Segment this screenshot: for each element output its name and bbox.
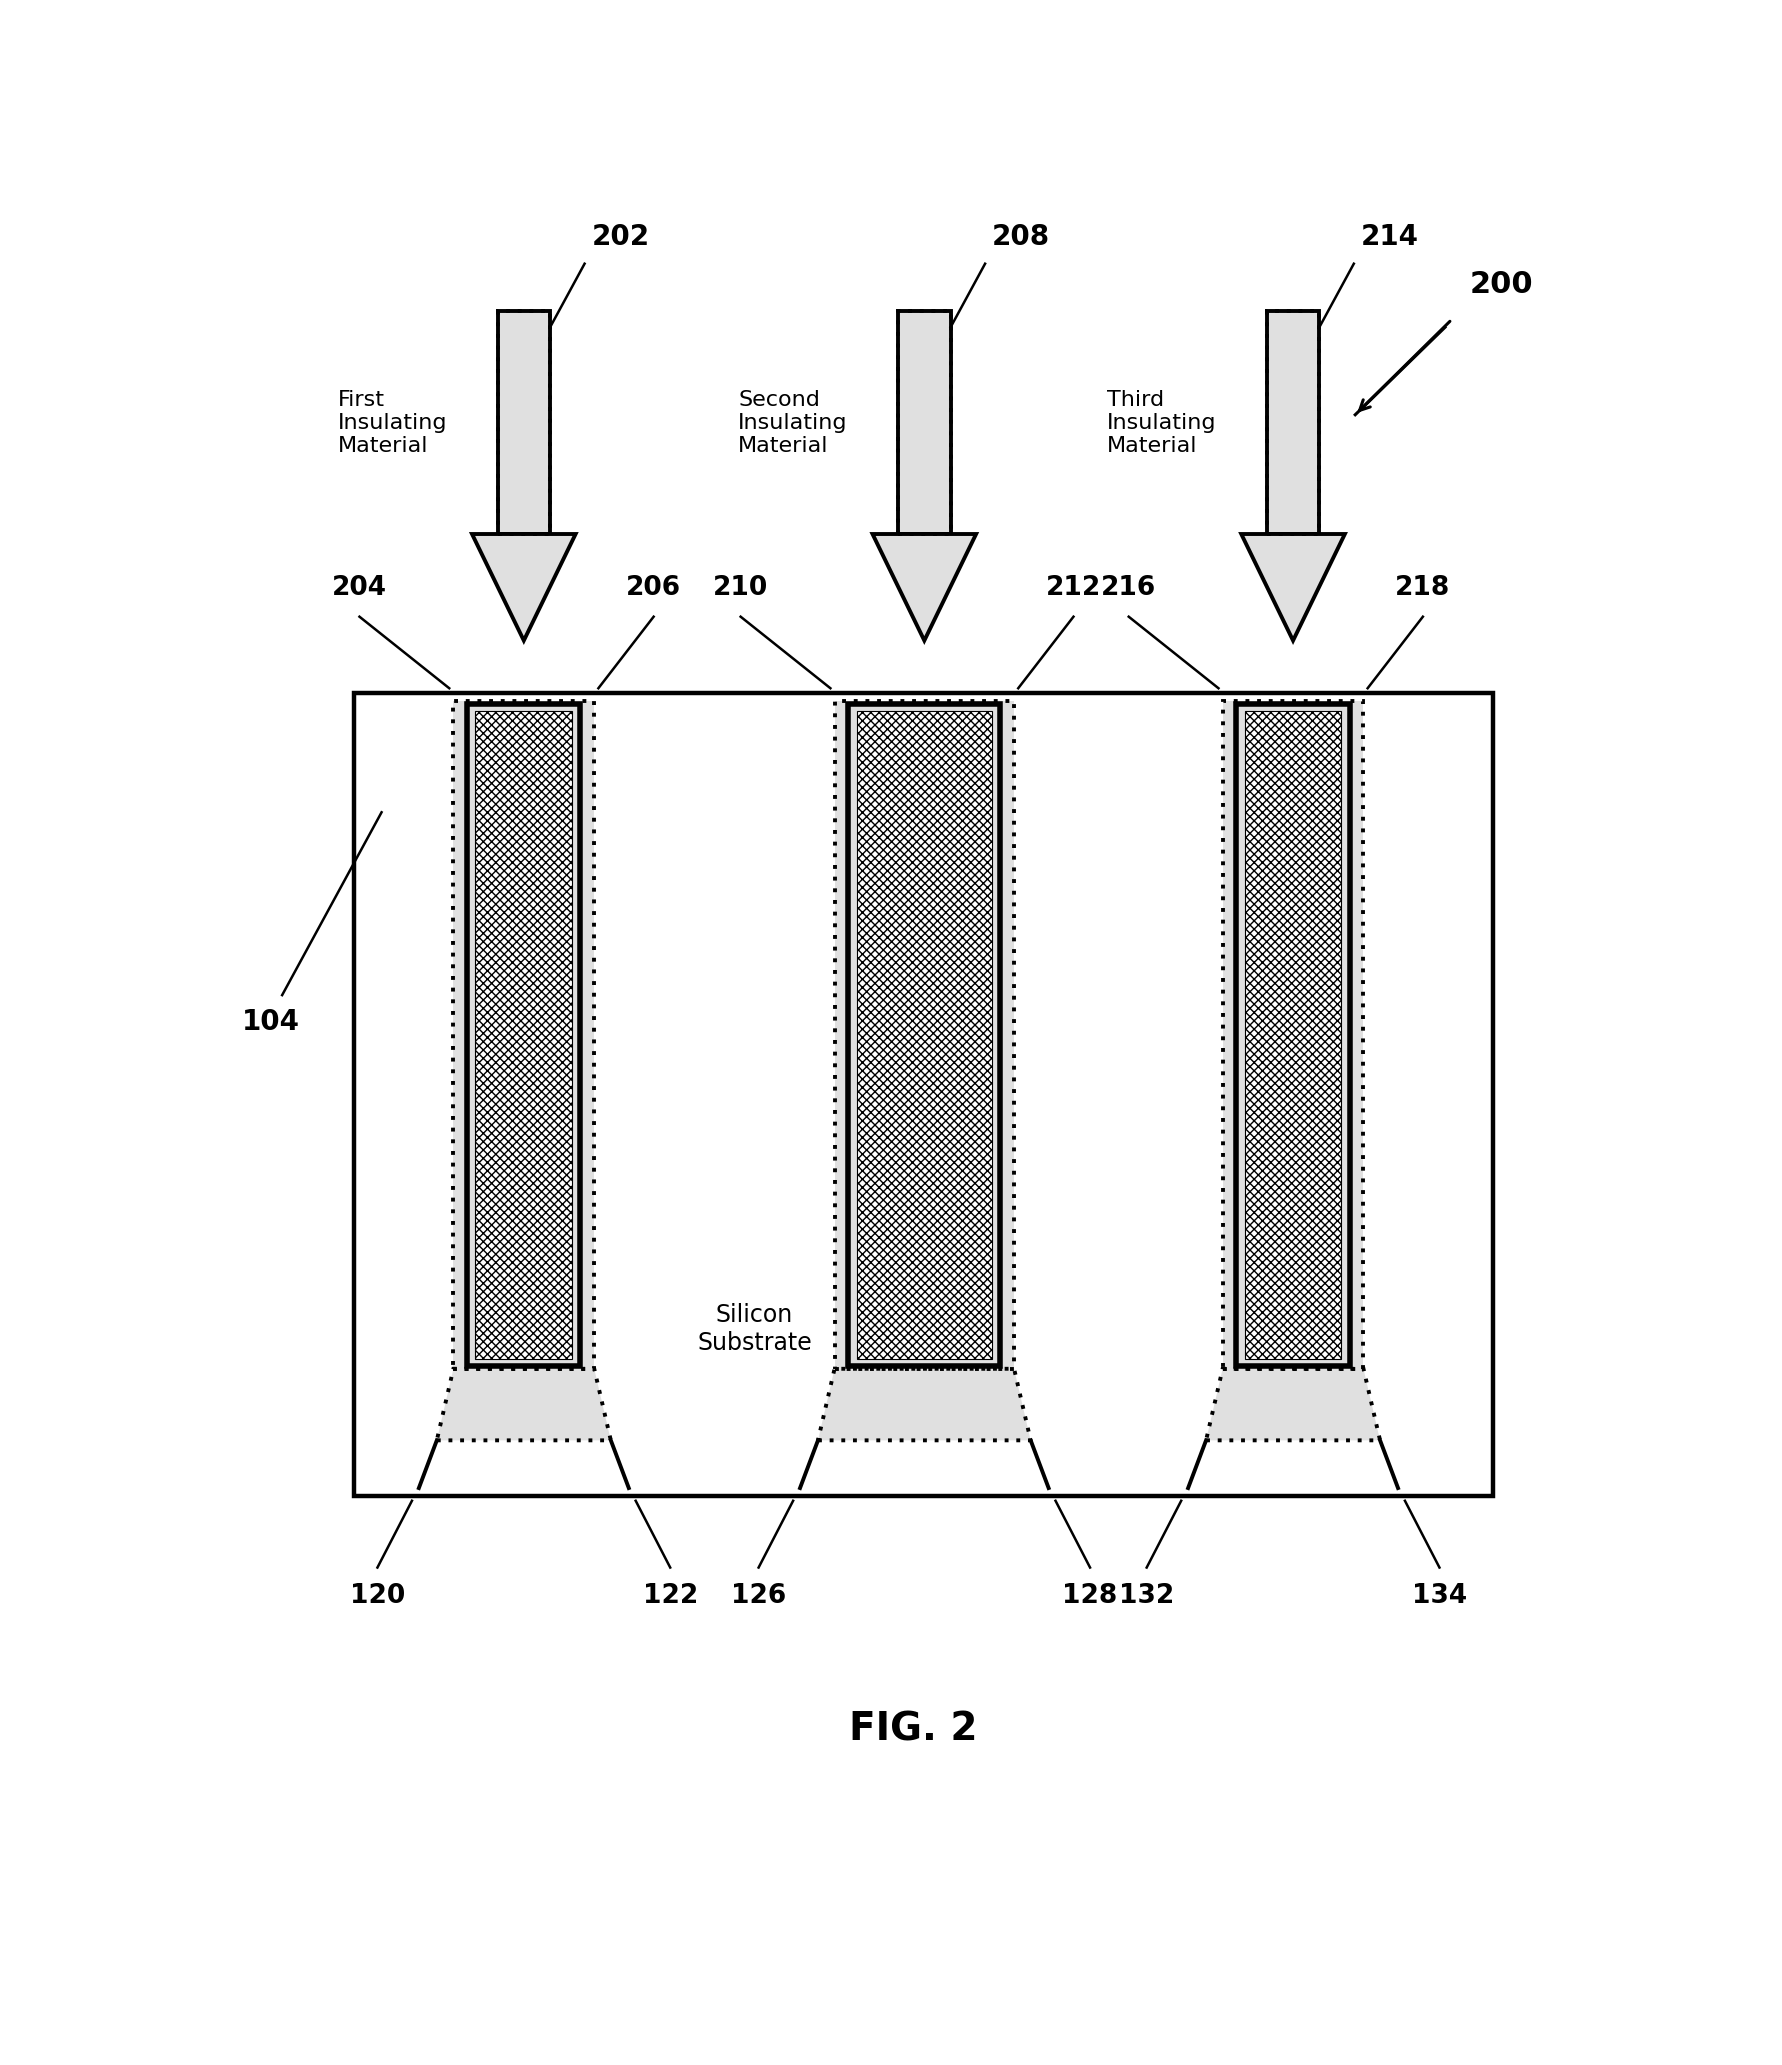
Text: 132: 132 <box>1119 1584 1174 1609</box>
Polygon shape <box>472 535 576 640</box>
Bar <box>857 710 993 1359</box>
Text: 134: 134 <box>1411 1584 1467 1609</box>
Bar <box>355 694 1493 1495</box>
Text: FIG. 2: FIG. 2 <box>848 1710 978 1749</box>
Text: 204: 204 <box>331 574 387 601</box>
Bar <box>1267 312 1319 535</box>
Polygon shape <box>818 1369 1030 1441</box>
Bar <box>834 700 1014 1369</box>
Bar <box>453 700 593 1369</box>
Bar <box>834 700 1014 1369</box>
Bar <box>453 700 593 1369</box>
Text: Second
Insulating
Material: Second Insulating Material <box>738 390 848 456</box>
Text: 216: 216 <box>1101 574 1157 601</box>
Bar <box>497 312 551 535</box>
Text: First
Insulating
Material: First Insulating Material <box>337 390 447 456</box>
Bar <box>1222 700 1363 1369</box>
Text: 208: 208 <box>993 223 1050 252</box>
Polygon shape <box>437 1369 611 1441</box>
Bar <box>898 312 950 535</box>
Text: Third
Insulating
Material: Third Insulating Material <box>1107 390 1217 456</box>
Text: 120: 120 <box>349 1584 405 1609</box>
Polygon shape <box>1206 1369 1379 1441</box>
Polygon shape <box>873 535 977 640</box>
Text: 218: 218 <box>1395 574 1451 601</box>
Text: 104: 104 <box>242 1008 299 1037</box>
Bar <box>1267 312 1319 535</box>
Bar <box>497 312 551 535</box>
Bar <box>898 312 950 535</box>
Bar <box>1244 710 1342 1359</box>
Text: 202: 202 <box>592 223 650 252</box>
Bar <box>467 704 581 1365</box>
Bar <box>1222 700 1363 1369</box>
Text: 212: 212 <box>1046 574 1101 601</box>
Text: 210: 210 <box>713 574 768 601</box>
Text: 214: 214 <box>1361 223 1418 252</box>
Text: 122: 122 <box>643 1584 699 1609</box>
Text: 200: 200 <box>1470 271 1534 299</box>
Text: Silicon
Substrate: Silicon Substrate <box>697 1303 813 1355</box>
Text: 126: 126 <box>731 1584 786 1609</box>
Bar <box>476 710 572 1359</box>
Text: 206: 206 <box>625 574 681 601</box>
Polygon shape <box>1242 535 1345 640</box>
Bar <box>1237 704 1349 1365</box>
Bar <box>848 704 1000 1365</box>
Text: 128: 128 <box>1062 1584 1117 1609</box>
